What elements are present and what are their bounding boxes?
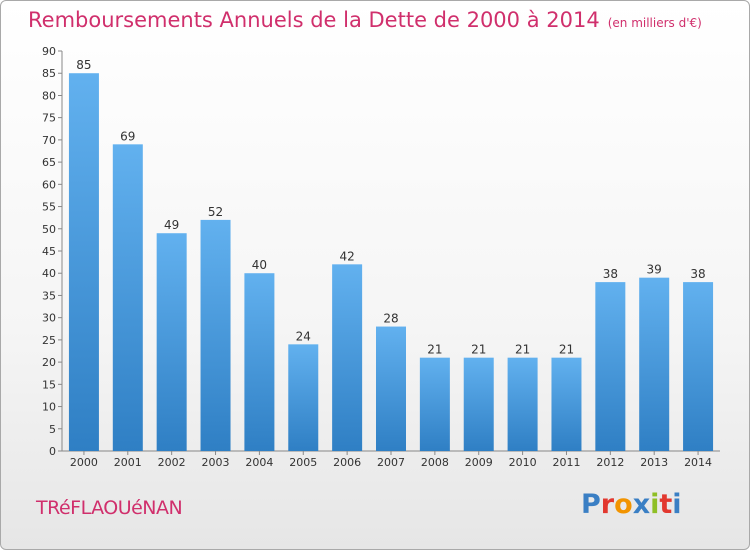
y-tick-label: 30 — [42, 312, 56, 325]
y-tick-label: 0 — [49, 445, 56, 458]
bar — [68, 73, 99, 451]
bar — [419, 357, 450, 451]
y-tick-label: 90 — [42, 45, 56, 58]
logo-letter: t — [659, 489, 673, 520]
x-tick-label: 2010 — [509, 456, 537, 469]
y-tick-label: 20 — [42, 356, 56, 369]
chart-unit: (en milliers d'€) — [607, 16, 702, 30]
data-label: 40 — [252, 258, 267, 272]
logo-letter: r — [600, 489, 615, 520]
data-label: 39 — [647, 263, 662, 277]
y-tick-label: 35 — [42, 289, 56, 302]
proxiti-logo[interactable]: Proxiti — [581, 489, 682, 520]
bar — [288, 344, 319, 451]
y-tick-label: 80 — [42, 89, 56, 102]
data-label: 52 — [208, 205, 223, 219]
bar — [376, 326, 406, 451]
bar — [595, 282, 626, 451]
chart-title-text: Remboursements Annuels de la Dette de 20… — [28, 8, 600, 32]
bar — [507, 357, 538, 451]
chart-bars: 85 69 49 52 40 24 42 28 21 21 21 21 38 39 38 — [68, 58, 714, 452]
data-label: 28 — [383, 312, 398, 326]
y-tick-label: 65 — [42, 156, 56, 169]
y-tick-label: 75 — [42, 112, 56, 125]
data-label: 38 — [603, 267, 618, 281]
bar — [112, 144, 143, 452]
bar — [463, 357, 494, 451]
logo-letter: o — [614, 489, 633, 520]
bar — [551, 357, 582, 451]
y-tick-label: 5 — [49, 423, 56, 436]
data-label: 24 — [296, 329, 311, 343]
y-tick-label: 60 — [42, 178, 56, 191]
data-label: 21 — [515, 343, 530, 357]
y-tick-label: 40 — [42, 267, 56, 280]
y-tick-label: 45 — [42, 245, 56, 258]
y-tick-label: 50 — [42, 223, 56, 236]
x-tick-label: 2001 — [114, 456, 142, 469]
data-label: 21 — [427, 343, 442, 357]
logo-letter: P — [581, 489, 601, 520]
bar — [200, 219, 231, 451]
data-label: 49 — [164, 218, 179, 232]
y-tick-label: 85 — [42, 67, 56, 80]
data-label: 42 — [339, 249, 354, 263]
y-tick-label: 55 — [42, 201, 56, 214]
y-tick-label: 15 — [42, 378, 56, 391]
data-label: 21 — [559, 343, 574, 357]
x-tick-label: 2013 — [640, 456, 668, 469]
x-tick-label: 2002 — [158, 456, 186, 469]
data-label: 69 — [120, 129, 135, 143]
chart-title: Remboursements Annuels de la Dette de 20… — [28, 8, 702, 32]
chart-axes: 0 5 10 15 20 25 30 35 40 45 50 55 60 65 70 75 80 85 90 2000… — [42, 45, 720, 469]
x-tick-label: 2005 — [289, 456, 317, 469]
x-tick-label: 2012 — [596, 456, 624, 469]
data-label: 85 — [76, 58, 91, 72]
bar — [244, 273, 275, 451]
x-tick-label: 2000 — [70, 456, 98, 469]
bar — [332, 264, 363, 451]
x-tick-label: 2004 — [245, 456, 273, 469]
y-tick-label: 70 — [42, 134, 56, 147]
bar — [683, 282, 714, 451]
y-tick-label: 25 — [42, 334, 56, 347]
x-tick-label: 2008 — [421, 456, 449, 469]
logo-letter: x — [632, 489, 651, 520]
x-tick-label: 2006 — [333, 456, 361, 469]
x-tick-label: 2003 — [202, 456, 230, 469]
x-tick-label: 2007 — [377, 456, 405, 469]
bar — [156, 233, 187, 451]
y-tick-label: 10 — [42, 401, 56, 414]
data-label: 21 — [471, 343, 486, 357]
logo-letter: i — [672, 489, 682, 520]
logo-letter: i — [650, 489, 660, 520]
data-label: 38 — [690, 267, 705, 281]
x-tick-label: 2014 — [684, 456, 712, 469]
bar — [639, 277, 670, 451]
x-tick-label: 2009 — [465, 456, 493, 469]
commune-name: TRéFLAOUéNAN — [36, 497, 183, 519]
x-tick-label: 2011 — [552, 456, 580, 469]
